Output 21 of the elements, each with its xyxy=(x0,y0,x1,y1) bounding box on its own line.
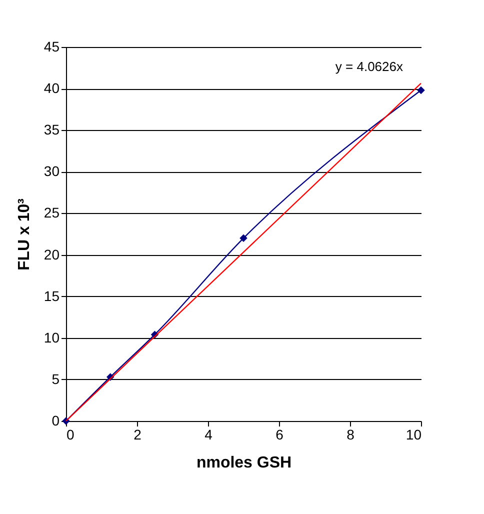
point xyxy=(417,86,425,94)
y-tick-label: 25 xyxy=(44,204,60,221)
x-axis-title: nmoles GSH xyxy=(196,454,292,472)
point xyxy=(240,234,248,242)
y-axis-title: FLU x 10³ xyxy=(16,198,33,271)
x-tick-label: 8 xyxy=(346,426,355,442)
x-tick-label: 6 xyxy=(276,426,284,442)
x-tick-label: 4 xyxy=(204,426,213,442)
y-tick-label: 30 xyxy=(44,163,60,180)
y-tick-label: 45 xyxy=(44,38,60,54)
y-tick-label: 40 xyxy=(44,80,60,96)
x-tick-label: 0 xyxy=(66,426,74,442)
y-tick-label: 20 xyxy=(44,246,60,262)
y-tick-label: 35 xyxy=(44,122,60,138)
x-tick-label: 2 xyxy=(134,426,142,442)
y-tick-label: 0 xyxy=(52,412,60,428)
y-tick-label: 10 xyxy=(44,329,60,346)
y-tick-label: 5 xyxy=(52,370,60,387)
annotation: y = 4.0626x xyxy=(335,59,404,74)
x-tick-label: 10 xyxy=(406,426,422,442)
y-tick-label: 15 xyxy=(44,288,60,304)
